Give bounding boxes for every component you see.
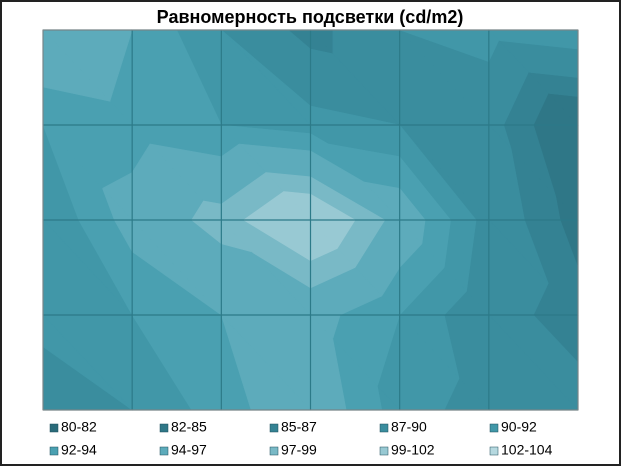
legend-label: 87-90 [391, 419, 427, 435]
legend-label: 97-99 [281, 442, 317, 458]
grid [42, 29, 579, 411]
chart-title: Равномерность подсветки (cd/m2) [157, 7, 464, 27]
legend-swatch [379, 446, 389, 456]
legend-swatch [379, 423, 389, 433]
legend-swatch [159, 446, 169, 456]
legend-label: 80-82 [61, 419, 97, 435]
legend-label: 85-87 [281, 419, 317, 435]
legend-swatch [269, 446, 279, 456]
legend-swatch [269, 423, 279, 433]
legend-label: 90-92 [501, 419, 537, 435]
legend-swatch [49, 423, 59, 433]
plot-border [42, 29, 579, 411]
legend-swatch [489, 423, 499, 433]
legend-swatch [159, 423, 169, 433]
legend-label: 92-94 [61, 442, 97, 458]
legend-swatch [49, 446, 59, 456]
legend-label: 94-97 [171, 442, 207, 458]
legend-label: 102-104 [501, 442, 553, 458]
legend-swatch [489, 446, 499, 456]
legend-label: 99-102 [391, 442, 435, 458]
legend-label: 82-85 [171, 419, 207, 435]
legend: 80-82 82-85 85-87 87-90 90-92 92-94 94-97 97-99… [49, 419, 553, 458]
